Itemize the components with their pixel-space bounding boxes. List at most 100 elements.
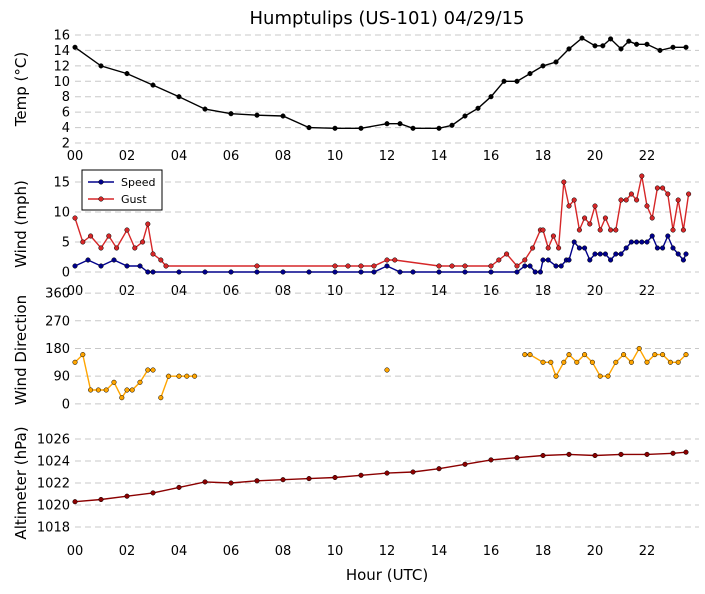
data-point-altimeter (306, 476, 312, 482)
x-tick-label: 18 (535, 544, 552, 559)
x-tick-label: 02 (119, 149, 136, 164)
data-point-speed (665, 233, 671, 239)
x-tick-label: 00 (67, 544, 84, 559)
series-line-direction (160, 375, 195, 398)
data-point-gust (545, 245, 551, 251)
y-axis-label: Altimeter (hPa) (12, 426, 30, 539)
data-point-gust (639, 173, 645, 179)
data-point-temp (228, 111, 234, 117)
data-point-altimeter (436, 466, 442, 472)
y-tick-label: 15 (53, 176, 70, 191)
y-tick-label: 6 (62, 106, 70, 121)
y-tick-label: 10 (53, 75, 70, 90)
data-point-direction (597, 373, 603, 379)
data-point-direction (166, 373, 172, 379)
data-point-speed (571, 239, 577, 245)
data-point-gust (522, 257, 528, 263)
data-point-gust (540, 227, 546, 233)
data-point-altimeter (150, 490, 156, 496)
data-point-altimeter (540, 452, 546, 459)
x-tick-label: 18 (535, 284, 552, 299)
x-tick-label: 20 (587, 284, 604, 299)
data-point-altimeter (462, 461, 468, 467)
data-point-temp (98, 63, 104, 69)
data-point-temp (384, 121, 390, 127)
data-point-altimeter (358, 472, 364, 478)
data-point-temp (634, 41, 640, 47)
data-point-speed (553, 263, 559, 269)
data-point-direction (644, 359, 650, 365)
data-point-direction (184, 373, 190, 379)
data-point-temp (592, 43, 598, 49)
data-point-speed (111, 257, 117, 263)
data-point-gust (675, 197, 681, 203)
x-tick-label: 16 (483, 149, 500, 164)
x-tick-label: 20 (587, 149, 604, 164)
data-point-altimeter (514, 455, 520, 461)
data-point-direction (660, 352, 666, 358)
data-point-speed (618, 251, 624, 257)
legend: Speed Gust (81, 169, 163, 211)
y-tick-label: 1020 (37, 499, 70, 514)
data-point-temp (332, 125, 338, 131)
data-point-direction (675, 359, 681, 365)
data-point-gust (358, 263, 364, 269)
data-point-direction (80, 352, 86, 358)
data-point-gust (561, 179, 567, 185)
y-tick-label: 4 (62, 121, 70, 136)
legend-box (81, 169, 163, 211)
data-point-temp (150, 82, 156, 88)
data-point-gust (254, 263, 260, 269)
data-point-gust (72, 215, 78, 221)
data-point-speed (72, 263, 78, 269)
data-point-speed (576, 245, 582, 251)
data-point-gust (145, 221, 151, 227)
data-point-direction (176, 373, 182, 379)
data-point-temp (566, 46, 572, 52)
x-tick-label: 00 (67, 149, 84, 164)
data-point-gust (504, 251, 510, 257)
data-point-speed (558, 263, 564, 269)
data-point-temp (683, 44, 689, 50)
chart-title: Humptulips (US-101) 04/29/15 (250, 8, 525, 29)
data-point-speed (532, 269, 538, 275)
y-tick-label: 1024 (37, 455, 70, 470)
data-point-speed (306, 269, 312, 275)
y-tick-label: 2 (62, 137, 70, 152)
data-point-altimeter (176, 484, 182, 490)
data-point-altimeter (254, 478, 260, 484)
data-point-speed (675, 251, 681, 257)
data-point-direction (527, 352, 533, 358)
data-point-temp (488, 94, 494, 100)
data-point-speed (670, 245, 676, 251)
x-tick-label: 14 (431, 149, 448, 164)
data-point-direction (621, 352, 627, 358)
series-line-direction (524, 347, 687, 378)
data-point-altimeter (670, 450, 676, 456)
data-point-altimeter (72, 499, 78, 505)
data-point-temp (306, 125, 312, 131)
data-point-gust (80, 239, 86, 245)
x-tick-label: 04 (171, 544, 188, 559)
x-tick-label: 12 (379, 149, 396, 164)
data-point-temp (254, 112, 260, 118)
data-point-gust (654, 185, 660, 191)
y-tick-label: 14 (53, 44, 70, 59)
data-point-speed (124, 263, 130, 269)
data-point-gust (587, 221, 593, 227)
x-tick-label: 22 (639, 149, 656, 164)
data-point-speed (176, 269, 182, 275)
data-point-direction (574, 359, 580, 365)
y-tick-label: 0 (62, 266, 70, 281)
data-point-speed (137, 263, 143, 269)
x-tick-label: 12 (379, 284, 396, 299)
data-point-altimeter (566, 451, 572, 457)
data-point-speed (660, 245, 666, 251)
data-point-gust (132, 245, 138, 251)
data-point-speed (358, 269, 364, 275)
series-line-altimeter (74, 451, 687, 503)
panel-1: 0 5 10 15 00 02 04 06 08 10 12 14 16 18 20 22 Wind (mph)… (12, 169, 699, 299)
data-point-speed (150, 269, 156, 275)
